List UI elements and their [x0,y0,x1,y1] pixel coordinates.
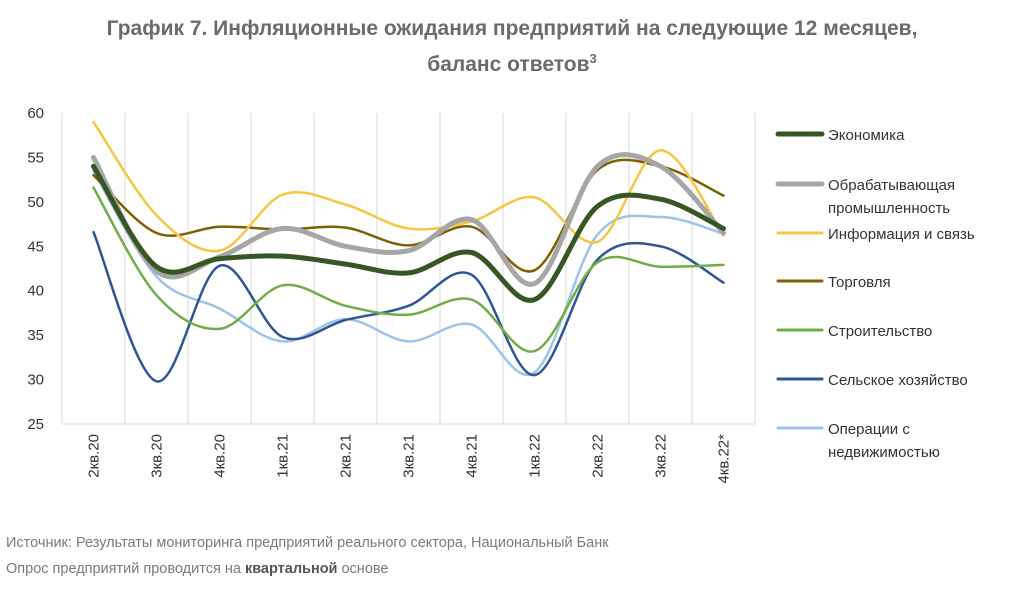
legend-label: Строительство [828,323,932,340]
y-tick-label: 25 [27,416,44,433]
legend-label: Информация и связь [828,226,975,243]
y-tick-label: 60 [27,105,44,122]
series-line [91,163,726,303]
legend-label: промышленность [828,200,950,217]
legend-item: Информация и связь [776,226,975,243]
series-line [92,230,725,383]
legend-item: Сельское хозяйство [776,372,968,389]
footnote-marker: 3 [589,51,597,66]
x-tick-label: 2кв.20 [86,434,103,478]
y-tick-label: 45 [27,238,44,255]
y-tick-label: 40 [27,283,44,300]
x-tick-label: 1кв.21 [275,434,292,478]
survey-note: Опрос предприятий проводится на кварталь… [6,561,389,577]
legend-label: Экономика [828,127,905,144]
x-tick-label: 4кв.20 [212,434,229,478]
y-tick-label: 50 [27,194,44,211]
y-axis-tick-labels: 25 30 35 40 45 50 55 60 [27,105,44,433]
chart-title-line2: баланс ответов3 [0,44,1024,80]
x-tick-label: 3кв.21 [401,434,418,478]
x-tick-label: 3кв.22 [653,434,670,478]
chart-title-line2-text: баланс ответов [427,53,590,76]
x-tick-label: 4кв.21 [464,434,481,478]
line-chart: 25 30 35 40 45 50 55 60 2кв.20 3кв.20 4кв.20 1кв.2… [27,105,975,484]
survey-note-prefix: Опрос предприятий проводится на [6,561,245,577]
legend-item: Обрабатывающая промышленность [775,177,955,217]
y-tick-label: 35 [27,327,44,344]
legend-item: Торговля [776,274,891,291]
legend-label: Операции с [828,421,910,438]
chart-gridlines [61,113,756,425]
legend-item: Экономика [775,127,905,144]
x-tick-label: 2кв.21 [338,434,355,478]
chart-series [91,120,726,383]
legend-item: Операции с недвижимостью [776,421,940,461]
x-tick-label: 3кв.20 [149,434,166,478]
chart-legend: Экономика Обрабатывающая промышленность Инф… [775,127,975,461]
x-tick-label: 4кв.22* [716,434,733,484]
y-tick-label: 55 [27,149,44,166]
y-tick-label: 30 [27,372,44,389]
legend-label: недвижимостью [828,444,940,461]
series-line [92,120,725,253]
survey-note-suffix: основе [337,561,389,577]
x-axis-tick-labels: 2кв.20 3кв.20 4кв.20 1кв.21 2кв.21 3кв.21 4кв.… [86,434,733,484]
series-line [92,186,725,353]
series-line [92,169,725,377]
source-note: Источник: Результаты мониторинга предпри… [6,535,609,551]
legend-label: Обрабатывающая [828,177,955,194]
survey-note-bold: квартальной [244,561,338,577]
chart-title-line1: График 7. Инфляционные ожидания предприя… [106,17,918,40]
x-tick-label: 2кв.22 [590,434,607,478]
chart-title: График 7. Инфляционные ожидания предприя… [0,14,1024,80]
legend-item: Строительство [776,323,932,340]
legend-label: Торговля [828,274,891,291]
x-tick-label: 1кв.22 [527,434,544,478]
series-line [91,152,726,287]
legend-label: Сельское хозяйство [828,372,968,389]
